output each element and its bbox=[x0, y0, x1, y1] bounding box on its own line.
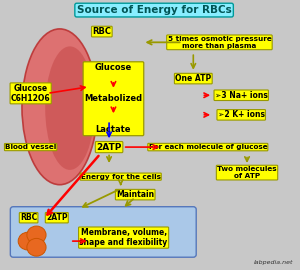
Text: Maintain: Maintain bbox=[116, 190, 154, 199]
Text: RBC: RBC bbox=[92, 27, 111, 36]
Circle shape bbox=[27, 238, 46, 256]
Text: Two molecules
of ATP: Two molecules of ATP bbox=[217, 166, 277, 179]
Text: Glucose
C6H12O6: Glucose C6H12O6 bbox=[11, 84, 50, 103]
Text: ➢3 Na+ ions: ➢3 Na+ ions bbox=[215, 91, 268, 100]
Text: Energy for the cells: Energy for the cells bbox=[81, 174, 161, 180]
Text: Blood vessel: Blood vessel bbox=[5, 144, 56, 150]
Text: Membrane, volume,
shape and flexibility: Membrane, volume, shape and flexibility bbox=[80, 228, 168, 247]
Text: Source of Energy for RBCs: Source of Energy for RBCs bbox=[77, 5, 232, 15]
Text: 2ATP: 2ATP bbox=[46, 213, 68, 222]
Text: One ATP: One ATP bbox=[175, 74, 212, 83]
Ellipse shape bbox=[45, 46, 94, 170]
Circle shape bbox=[18, 232, 37, 250]
Ellipse shape bbox=[22, 29, 98, 185]
Text: ➢2 K+ ions: ➢2 K+ ions bbox=[218, 110, 265, 119]
Text: RBC: RBC bbox=[20, 213, 37, 222]
Text: For each molecule of glucose: For each molecule of glucose bbox=[148, 144, 267, 150]
Text: 2ATP: 2ATP bbox=[96, 143, 122, 151]
Text: Glucose


Metabolized


Lactate: Glucose Metabolized Lactate bbox=[84, 63, 142, 134]
FancyBboxPatch shape bbox=[10, 207, 196, 257]
Text: 5 times osmotic pressure
more than plasma: 5 times osmotic pressure more than plasm… bbox=[168, 36, 271, 49]
Text: labpedia.net: labpedia.net bbox=[254, 260, 293, 265]
Circle shape bbox=[27, 226, 46, 244]
